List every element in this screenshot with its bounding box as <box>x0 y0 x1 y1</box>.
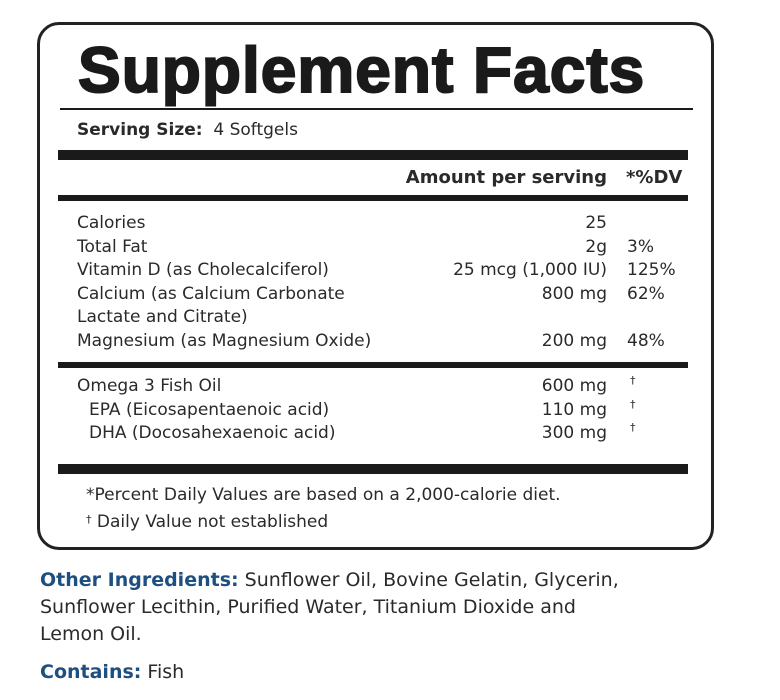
nutrient-amount: 200 mg <box>541 330 607 351</box>
serving-size: Serving Size: 4 Softgels <box>77 120 298 140</box>
dagger-symbol: † <box>86 513 92 526</box>
nutrient-amount: 600 mg <box>541 376 607 396</box>
nutrient-dv: 3% <box>627 236 654 257</box>
panel-title: Supplement Facts <box>77 33 646 107</box>
nutrient-amount: 110 mg <box>541 399 607 420</box>
nutrient-amount: 25 <box>585 213 607 233</box>
thick-divider-bottom <box>58 464 688 474</box>
header-divider <box>58 195 688 201</box>
nutrient-name: Magnesium (as Magnesium Oxide) <box>77 330 372 351</box>
footnote-dagger-text: Daily Value not established <box>96 512 329 532</box>
other-ingredients-label: Other Ingredients: <box>40 569 239 591</box>
supplement-facts-panel <box>37 22 714 550</box>
nutrient-amount: 25 mcg (1,000 IU) <box>453 260 607 280</box>
serving-size-label: Serving Size: <box>77 120 203 140</box>
nutrient-amount: 300 mg <box>541 423 607 443</box>
nutrient-dv: 48% <box>627 330 665 351</box>
other-ingredients-line1: Sunflower Oil, Bovine Gelatin, Glycerin, <box>244 569 619 591</box>
contains-label: Contains: <box>40 661 142 683</box>
contains-value: Fish <box>147 661 185 683</box>
nutrient-amount: 800 mg <box>541 283 607 304</box>
other-ingredients-line2: Sunflower Lecithin, Purified Water, Tita… <box>40 596 576 618</box>
dv-header: *%DV <box>626 167 683 188</box>
nutrient-name: Vitamin D (as Cholecalciferol) <box>77 260 329 280</box>
contains: Contains: Fish <box>40 659 184 686</box>
nutrient-name: EPA (Eicosapentaenoic acid) <box>89 399 330 420</box>
nutrient-dv: † <box>630 397 636 411</box>
nutrient-dv: † <box>630 421 636 434</box>
other-ingredients: Other Ingredients: Sunflower Oil, Bovine… <box>40 567 619 594</box>
nutrient-dv: † <box>630 374 636 387</box>
nutrient-name: Calories <box>77 213 146 233</box>
nutrient-name: Total Fat <box>77 236 148 257</box>
nutrient-dv: 62% <box>627 283 665 304</box>
footnote-percent: *Percent Daily Values are based on a 2,0… <box>86 485 561 505</box>
other-ingredients-line3: Lemon Oil. <box>40 623 142 645</box>
nutrient-dv: 125% <box>627 260 676 280</box>
nutrient-name: DHA (Docosahexaenoic acid) <box>89 423 336 443</box>
section-divider <box>58 362 688 368</box>
nutrient-amount: 2g <box>585 236 607 257</box>
thick-divider <box>58 150 688 160</box>
nutrient-name: Calcium (as Calcium Carbonate <box>77 283 345 304</box>
footnote-dagger: † Daily Value not established <box>86 510 328 532</box>
title-divider <box>60 108 693 110</box>
nutrient-name: Omega 3 Fish Oil <box>77 376 222 396</box>
nutrient-name: Lactate and Citrate) <box>77 307 248 327</box>
amount-header: Amount per serving <box>405 167 607 188</box>
serving-size-value: 4 Softgels <box>213 120 298 140</box>
